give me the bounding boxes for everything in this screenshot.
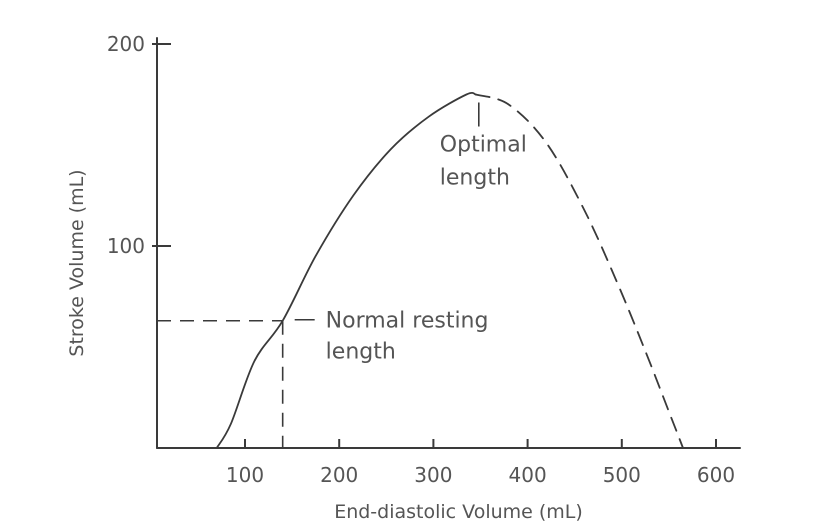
- series-line-solid: [215, 91, 477, 449]
- x-tick-label-300: 300: [414, 463, 452, 487]
- x-tick-label-500: 500: [603, 463, 641, 487]
- series-line-dashed: [474, 93, 684, 449]
- normal-resting-label-line-1: Normal resting: [326, 309, 489, 334]
- y-tick-label-200: 200: [107, 32, 145, 56]
- x-tick-label-600: 600: [697, 463, 735, 487]
- x-tick-label-100: 100: [226, 463, 264, 487]
- x-tick-label-200: 200: [320, 463, 358, 487]
- ticks: 100 200 300 400 500 600 100 200: [107, 32, 735, 487]
- normal-resting-label-line-2: length: [326, 340, 396, 365]
- annotations: Normal resting length Optimal length: [294, 102, 527, 365]
- x-tick-label-400: 400: [509, 463, 547, 487]
- guides: [157, 319, 284, 448]
- x-axis-label: End-diastolic Volume (mL): [334, 501, 583, 523]
- series-group: [215, 91, 684, 449]
- optimal-label-line-2: length: [440, 166, 510, 191]
- optimal-label-line-1: Optimal: [440, 133, 527, 158]
- axes: [156, 37, 741, 449]
- y-tick-label-100: 100: [107, 234, 145, 258]
- y-axis-label: Stroke Volume (mL): [66, 169, 88, 356]
